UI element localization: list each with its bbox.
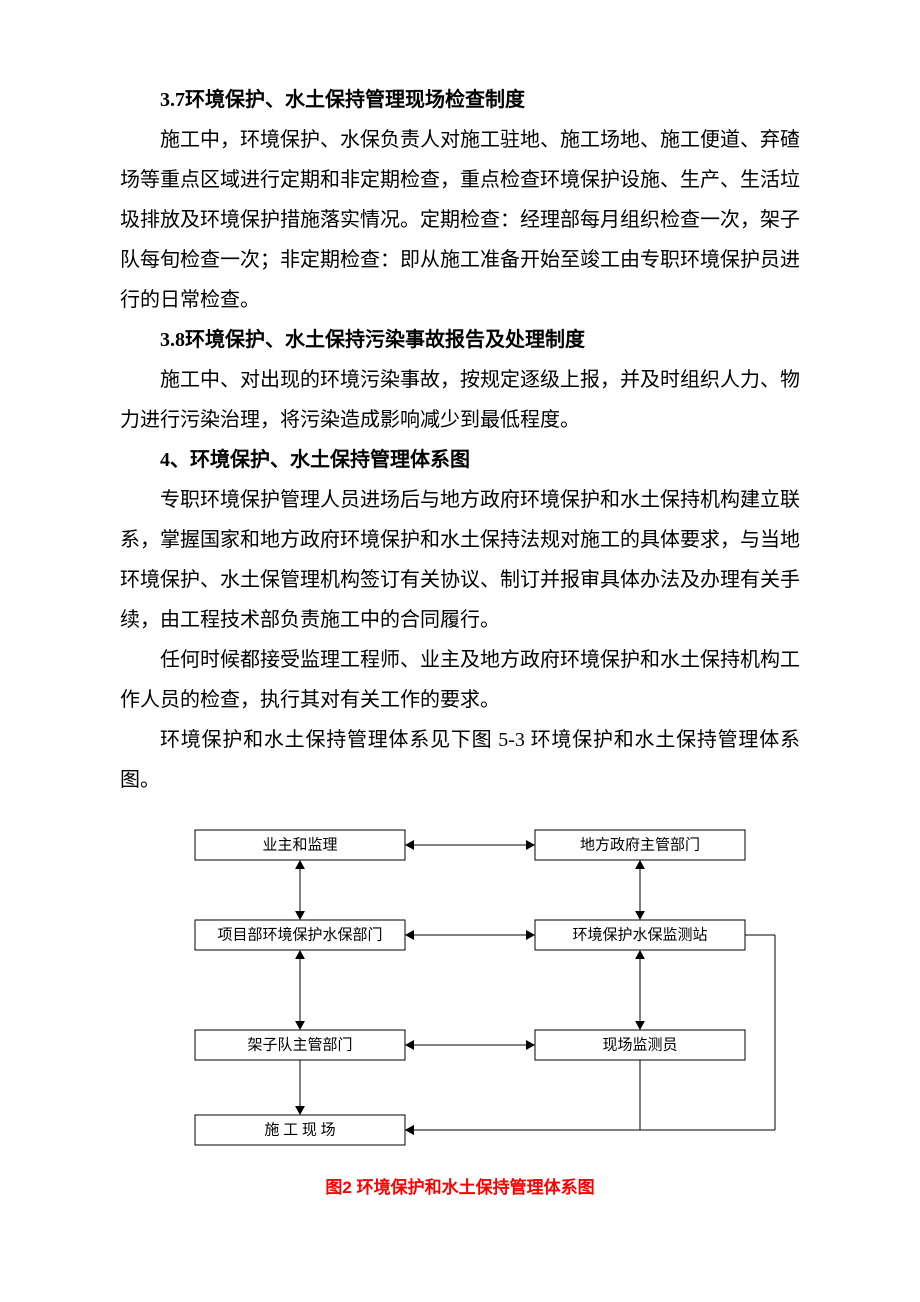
- svg-text:施 工 现 场: 施 工 现 场: [264, 1121, 335, 1138]
- document-page: 3.7环境保护、水土保持管理现场检查制度 施工中，环境保护、水保负责人对施工驻地…: [0, 0, 920, 1265]
- heading-3-7: 3.7环境保护、水土保持管理现场检查制度: [120, 80, 800, 120]
- svg-text:项目部环境保护水保部门: 项目部环境保护水保部门: [217, 925, 382, 943]
- svg-text:地方政府主管部门: 地方政府主管部门: [580, 836, 700, 853]
- paragraph-4a: 专职环境保护管理人员进场后与地方政府环境保护和水土保持机构建立联系，掌握国家和地…: [120, 480, 800, 640]
- svg-text:环境保护水保监测站: 环境保护水保监测站: [572, 925, 707, 943]
- paragraph-4c: 环境保护和水土保持管理体系见下图 5-3 环境保护和水土保持管理体系图。: [120, 720, 800, 800]
- flowchart-svg: 业主和监理 地方政府主管部门项目部环境保护水保部门 环境保护水保监测站架子队主管部门…: [135, 815, 785, 1165]
- svg-text:架子队主管部门: 架子队主管部门: [247, 1036, 352, 1053]
- heading-4: 4、环境保护、水土保持管理体系图: [120, 440, 800, 480]
- paragraph-3-7: 施工中，环境保护、水保负责人对施工驻地、施工场地、施工便道、弃碴场等重点区域进行…: [120, 120, 800, 320]
- flowchart-container: 业主和监理 地方政府主管部门项目部环境保护水保部门 环境保护水保监测站架子队主管部门…: [135, 815, 785, 1205]
- heading-3-8: 3.8环境保护、水土保持污染事故报告及处理制度: [120, 320, 800, 360]
- svg-text:现场监测员: 现场监测员: [602, 1036, 677, 1053]
- paragraph-3-8: 施工中、对出现的环境污染事故，按规定逐级上报，并及时组织人力、物力进行污染治理，…: [120, 360, 800, 440]
- svg-text:业主和监理: 业主和监理: [262, 836, 337, 853]
- figure-caption: 图2 环境保护和水土保持管理体系图: [135, 1171, 785, 1205]
- paragraph-4b: 任何时候都接受监理工程师、业主及地方政府环境保护和水土保持机构工作人员的检查，执…: [120, 640, 800, 720]
